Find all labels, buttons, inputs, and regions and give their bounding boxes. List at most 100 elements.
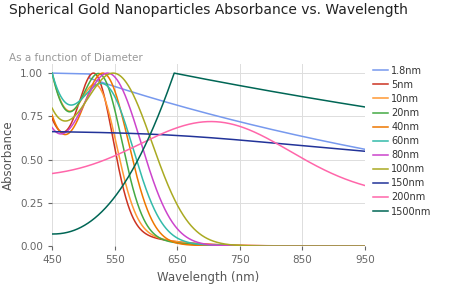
1500nm xyxy=(65,230,71,234)
60nm xyxy=(193,242,199,246)
Text: As a function of Diameter: As a function of Diameter xyxy=(9,53,143,63)
20nm xyxy=(193,243,199,246)
100nm xyxy=(110,71,116,75)
200nm xyxy=(49,172,55,175)
40nm xyxy=(362,244,368,248)
Line: 150nm: 150nm xyxy=(52,132,365,151)
40nm xyxy=(353,244,359,248)
1500nm xyxy=(353,104,359,107)
60nm xyxy=(65,103,71,106)
200nm xyxy=(362,184,368,187)
1500nm xyxy=(172,71,177,75)
100nm xyxy=(201,235,207,239)
10nm xyxy=(353,244,359,248)
80nm xyxy=(105,71,110,75)
200nm xyxy=(296,154,301,158)
150nm xyxy=(201,135,207,139)
80nm xyxy=(49,126,55,129)
10nm xyxy=(201,242,207,246)
100nm xyxy=(296,244,301,248)
1.8nm xyxy=(65,72,71,75)
40nm xyxy=(353,244,359,248)
5nm xyxy=(49,117,55,120)
150nm xyxy=(362,149,368,153)
150nm xyxy=(65,130,71,134)
Text: Spherical Gold Nanoparticles Absorbance vs. Wavelength: Spherical Gold Nanoparticles Absorbance … xyxy=(9,3,409,17)
20nm xyxy=(201,243,207,247)
200nm xyxy=(65,169,71,173)
40nm xyxy=(65,132,71,135)
1500nm xyxy=(296,94,301,98)
150nm xyxy=(353,149,359,152)
60nm xyxy=(353,244,359,248)
80nm xyxy=(353,244,359,248)
5nm xyxy=(353,244,359,248)
Line: 10nm: 10nm xyxy=(52,73,365,246)
150nm xyxy=(193,135,199,138)
10nm xyxy=(65,109,71,113)
100nm xyxy=(362,244,368,248)
100nm xyxy=(49,106,55,110)
5nm xyxy=(353,244,359,248)
80nm xyxy=(296,244,301,248)
10nm xyxy=(353,244,359,248)
1500nm xyxy=(193,76,199,79)
Y-axis label: Absorbance: Absorbance xyxy=(1,120,14,190)
10nm xyxy=(193,242,199,245)
Line: 20nm: 20nm xyxy=(52,73,365,246)
200nm xyxy=(353,181,359,185)
200nm xyxy=(353,181,359,185)
40nm xyxy=(193,243,199,247)
1.8nm xyxy=(193,109,199,112)
5nm xyxy=(193,242,199,245)
80nm xyxy=(193,240,199,243)
Line: 5nm: 5nm xyxy=(52,73,365,246)
20nm xyxy=(353,244,359,248)
1500nm xyxy=(49,232,55,236)
1500nm xyxy=(362,105,368,109)
Line: 60nm: 60nm xyxy=(52,73,365,246)
80nm xyxy=(201,242,207,246)
Line: 1.8nm: 1.8nm xyxy=(52,73,365,149)
60nm xyxy=(296,244,301,248)
200nm xyxy=(193,121,199,125)
20nm xyxy=(49,71,55,75)
80nm xyxy=(362,244,368,248)
60nm xyxy=(49,71,55,75)
5nm xyxy=(201,242,207,246)
40nm xyxy=(201,244,207,247)
20nm xyxy=(362,244,368,248)
X-axis label: Wavelength (nm): Wavelength (nm) xyxy=(157,271,260,284)
80nm xyxy=(353,244,359,248)
Line: 100nm: 100nm xyxy=(52,73,365,246)
Line: 1500nm: 1500nm xyxy=(52,73,365,234)
20nm xyxy=(296,244,301,248)
200nm xyxy=(201,120,207,124)
150nm xyxy=(353,149,359,152)
60nm xyxy=(362,244,368,248)
20nm xyxy=(353,244,359,248)
1.8nm xyxy=(49,71,55,75)
100nm xyxy=(353,244,359,248)
1.8nm xyxy=(201,111,207,114)
10nm xyxy=(49,71,55,75)
150nm xyxy=(49,130,55,133)
150nm xyxy=(296,144,301,147)
40nm xyxy=(296,244,301,248)
40nm xyxy=(49,113,55,117)
100nm xyxy=(193,229,199,233)
60nm xyxy=(353,244,359,248)
Line: 40nm: 40nm xyxy=(52,73,365,246)
1.8nm xyxy=(362,148,368,151)
20nm xyxy=(65,110,71,113)
10nm xyxy=(362,244,368,248)
1.8nm xyxy=(353,146,359,149)
10nm xyxy=(296,244,301,248)
40nm xyxy=(100,71,106,75)
80nm xyxy=(65,129,71,132)
200nm xyxy=(208,120,214,123)
1.8nm xyxy=(353,146,359,149)
1500nm xyxy=(353,104,359,107)
Legend: 1.8nm, 5nm, 10nm, 20nm, 40nm, 60nm, 80nm, 100nm, 150nm, 200nm, 1500nm: 1.8nm, 5nm, 10nm, 20nm, 40nm, 60nm, 80nm… xyxy=(373,66,432,217)
5nm xyxy=(362,244,368,248)
